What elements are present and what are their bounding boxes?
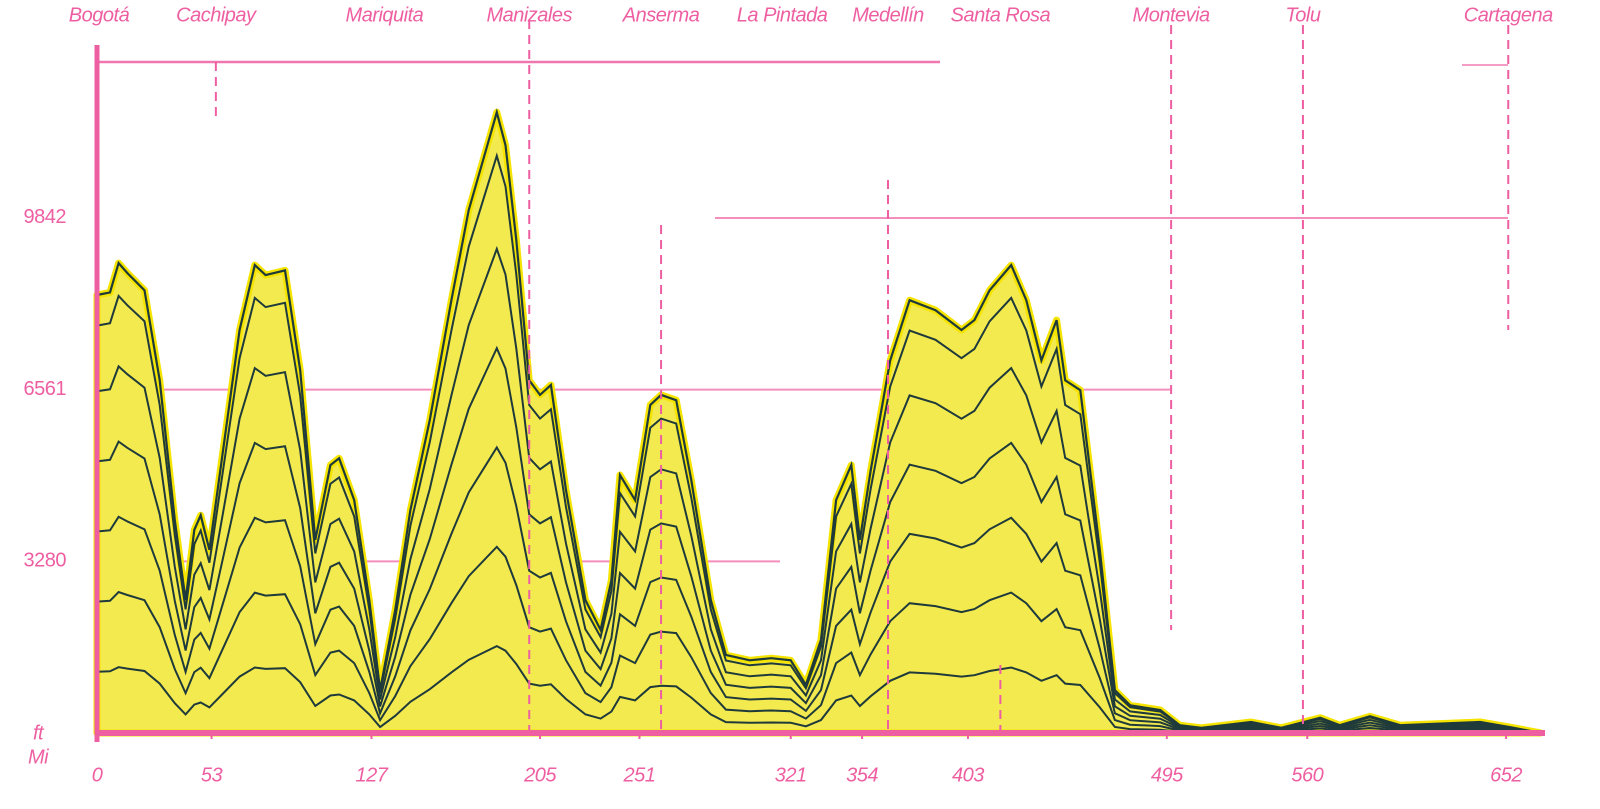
contour-line xyxy=(96,245,1541,734)
y-axis-label: ft xyxy=(33,722,45,744)
city-label: Medellín xyxy=(852,4,924,26)
y-tick-label: 3280 xyxy=(24,550,67,572)
city-label: Anserma xyxy=(622,4,700,26)
y-tick-label: 9842 xyxy=(24,206,67,228)
city-label: Cartagena xyxy=(1464,4,1553,26)
x-tick-label: 560 xyxy=(1291,764,1323,786)
y-tick-label: 6561 xyxy=(24,378,67,400)
contour-line xyxy=(96,445,1541,734)
outline xyxy=(96,108,1541,735)
x-tick-label: 652 xyxy=(1490,764,1522,786)
city-label: La Pintada xyxy=(737,4,828,26)
x-tick-label: 0 xyxy=(92,764,103,786)
x-tick-label: 354 xyxy=(846,764,878,786)
city-label: Tolu xyxy=(1285,4,1320,26)
city-label: Mariquita xyxy=(346,4,424,26)
city-label: Cachipay xyxy=(176,4,257,26)
x-tick-label: 403 xyxy=(952,764,984,786)
contour-line xyxy=(96,644,1541,734)
x-tick-label: 53 xyxy=(201,764,223,786)
city-label: Manizales xyxy=(486,4,572,26)
x-tick-label: 127 xyxy=(356,764,389,786)
x-axis-label: Mi xyxy=(28,746,49,768)
city-label: Montevia xyxy=(1133,4,1211,26)
x-tick-label: 251 xyxy=(623,764,656,786)
x-tick-label: 495 xyxy=(1151,764,1184,786)
contour-line xyxy=(96,545,1541,734)
city-label: Bogotá xyxy=(69,4,130,26)
x-tick-label: 321 xyxy=(775,764,807,786)
contour-line xyxy=(96,345,1541,734)
x-tick-label: 205 xyxy=(523,764,557,786)
city-label: Santa Rosa xyxy=(951,4,1051,26)
